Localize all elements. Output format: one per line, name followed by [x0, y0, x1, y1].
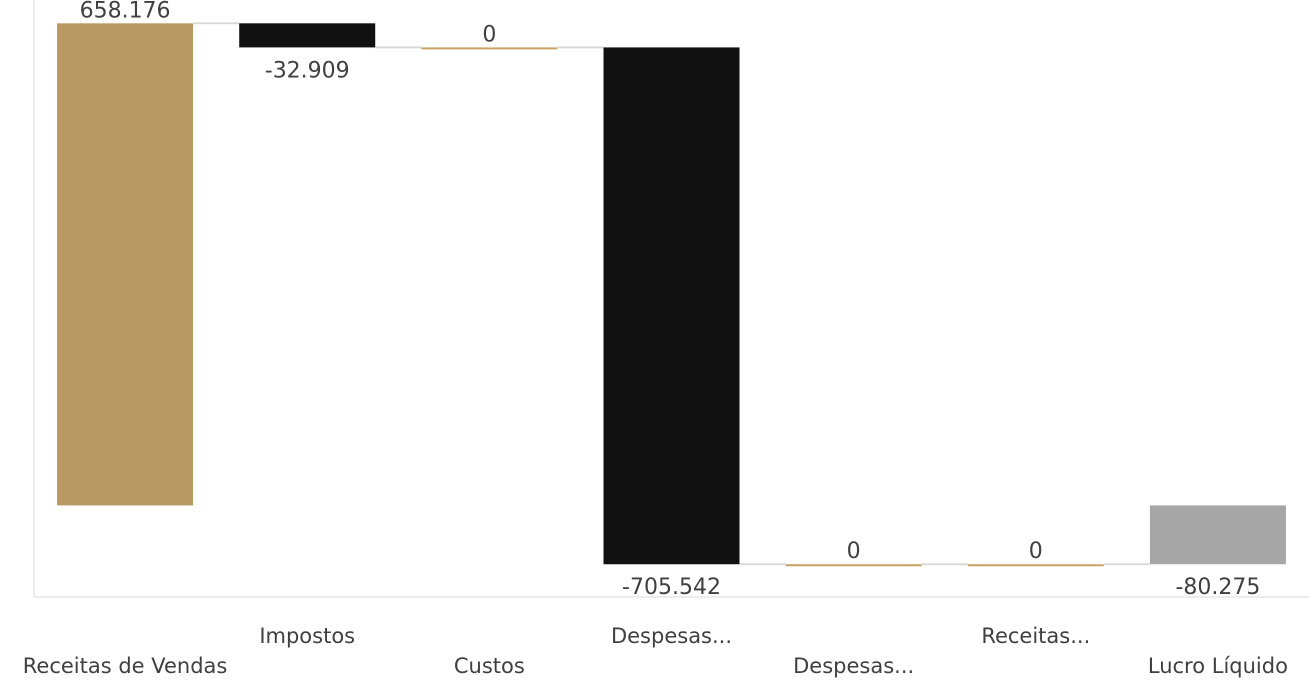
data-label-5: 0	[847, 539, 861, 564]
data-labels-group: 658.176 -32.909 0 -705.542 0 0 -80.275	[80, 0, 1261, 600]
category-label-2: Impostos	[259, 624, 355, 648]
data-label-7: -80.275	[1175, 575, 1260, 600]
category-labels-group: Receitas de Vendas Impostos Custos Despesas…	[23, 624, 1288, 678]
bar-3[interactable]	[421, 47, 558, 50]
connector-lines	[193, 22, 1150, 566]
bar-5[interactable]	[785, 564, 922, 567]
category-label-1: Receitas de Vendas	[23, 654, 228, 678]
category-label-7: Lucro Líquido	[1148, 654, 1288, 678]
data-label-1: 658.176	[80, 0, 171, 23]
category-label-5: Despesas...	[793, 654, 914, 678]
bars-group	[57, 23, 1286, 567]
data-label-6: 0	[1029, 539, 1043, 564]
data-label-2: -32.909	[265, 58, 350, 83]
category-label-3: Custos	[454, 654, 525, 678]
data-label-4: -705.542	[622, 575, 721, 600]
category-label-6: Receitas...	[981, 624, 1090, 648]
bar-6[interactable]	[967, 564, 1104, 567]
category-label-4: Despesas...	[611, 624, 732, 648]
bar-7[interactable]	[1149, 505, 1286, 565]
bar-4[interactable]	[603, 47, 740, 565]
data-label-3: 0	[482, 22, 496, 47]
bar-2[interactable]	[239, 23, 376, 48]
bar-1[interactable]	[57, 23, 194, 506]
